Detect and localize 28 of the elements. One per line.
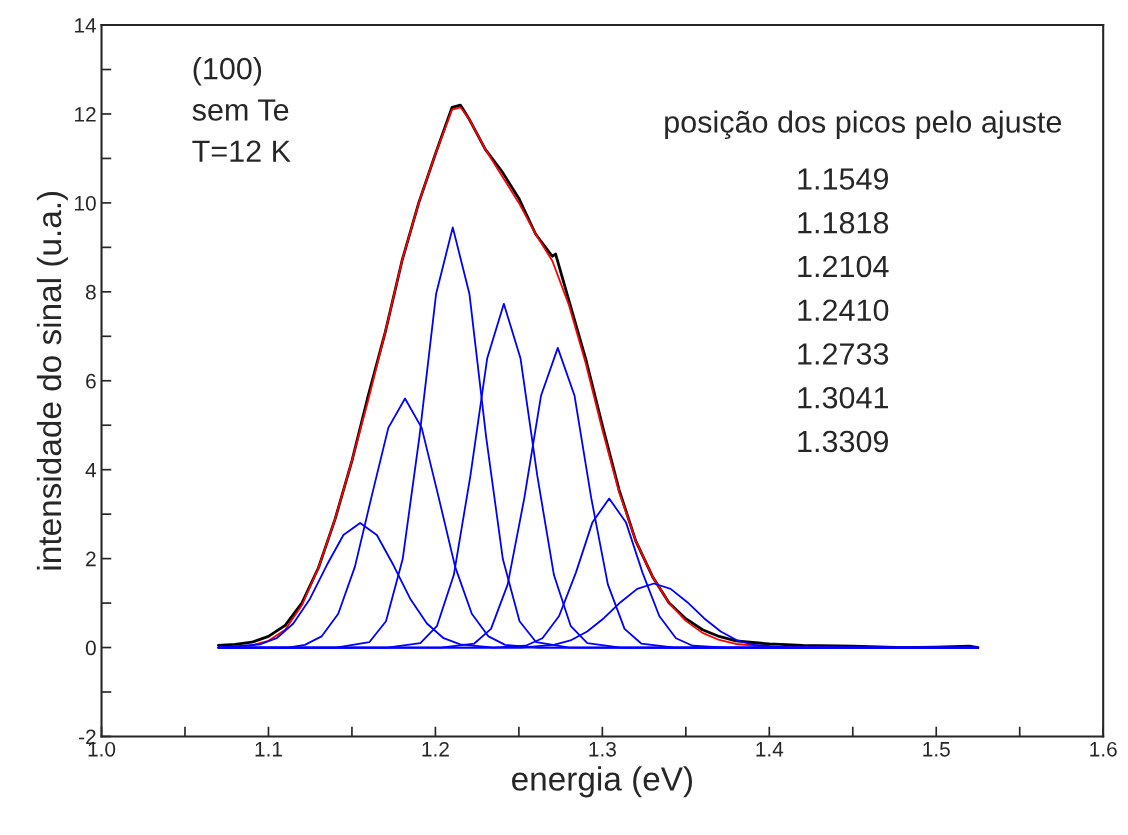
x-tick-label: 1.3 — [589, 741, 616, 757]
annotation: sem Te — [192, 99, 289, 121]
x-tick-label: 1.6 — [1090, 741, 1117, 757]
y-tick-label: 8 — [85, 284, 96, 300]
x-tick-label: 1.1 — [255, 742, 282, 757]
y-tick-label: 14 — [75, 18, 97, 33]
y-tick-label: 12 — [75, 106, 96, 122]
y-tick-label: 4 — [85, 462, 97, 478]
y-tick-label: 0 — [85, 640, 96, 656]
x-tick-label: 1.2 — [422, 741, 449, 757]
y-tick-label: 2 — [86, 551, 96, 567]
annotation: 1.3309 — [798, 430, 889, 453]
x-tick-label: 1.5 — [923, 742, 950, 757]
x-axis-title: energia (eV) — [512, 766, 693, 798]
annotation: 1.2104 — [798, 255, 889, 278]
x-tick-label: 1.0 — [88, 741, 116, 757]
y-axis-title: intensidade do sinal (u.a.) — [36, 191, 68, 570]
annotation: 1.3041 — [798, 386, 888, 409]
annotation: 1.1549 — [798, 168, 889, 190]
annotation: (100) — [193, 57, 262, 86]
annotation: 1.2733 — [798, 343, 889, 365]
annotation: posição dos picos pelo ajuste — [665, 110, 1062, 140]
y-tick-label: 10 — [75, 195, 96, 211]
y-tick-label: 6 — [86, 373, 96, 389]
annotation: 1.2410 — [798, 299, 889, 322]
annotation: 1.1818 — [798, 211, 889, 234]
x-tick-label: 1.4 — [756, 742, 784, 757]
annotation: T=12 K — [192, 140, 291, 162]
